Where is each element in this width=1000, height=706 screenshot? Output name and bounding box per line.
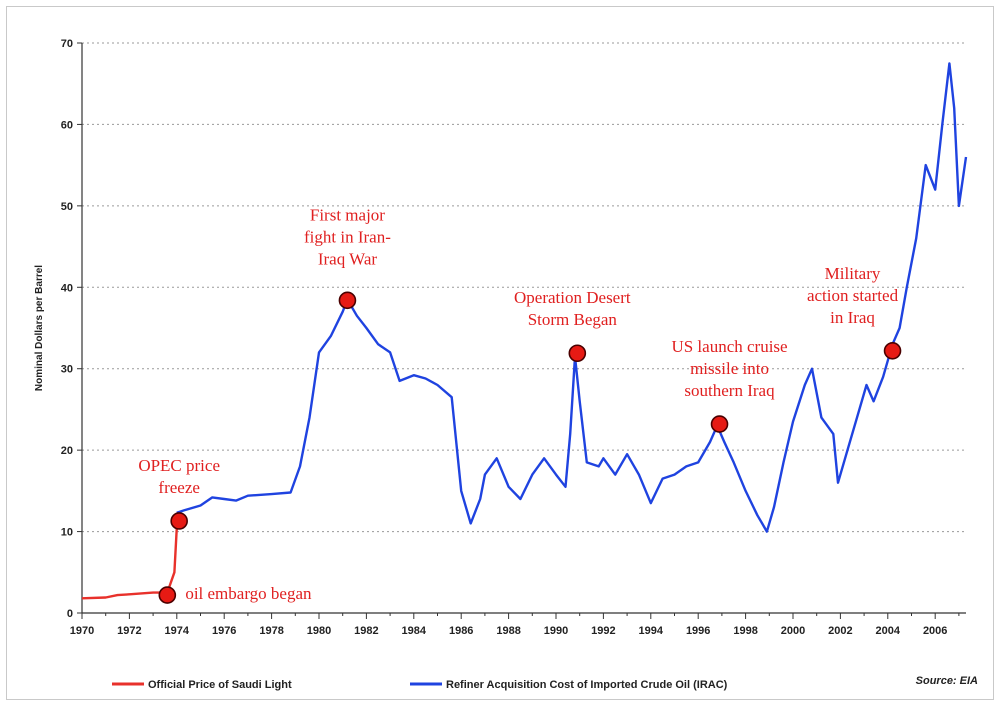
- x-tick-label: 1980: [307, 625, 331, 637]
- x-tick-label: 1972: [117, 625, 141, 637]
- x-tick-label: 1974: [165, 625, 190, 637]
- x-tick-label: 1998: [733, 625, 757, 637]
- y-tick-label: 40: [61, 282, 73, 294]
- x-tick-label: 1982: [354, 625, 378, 637]
- event-marker: [338, 291, 357, 310]
- event-annotation-text: First major: [310, 205, 385, 224]
- event-annotation-text: Military: [825, 264, 881, 283]
- x-tick-label: 1988: [496, 625, 520, 637]
- x-tick-label: 1994: [639, 625, 664, 637]
- event-annotation-text: missile into: [690, 359, 769, 378]
- event-annotation-text: freeze: [158, 478, 200, 497]
- y-axis-label: Nominal Dollars per Barrel: [34, 265, 45, 391]
- event-marker: [568, 344, 587, 363]
- x-tick-label: 2006: [923, 625, 947, 637]
- annotation-layer: oil embargo began OPEC price freeze First m…: [138, 205, 902, 604]
- event-marker: [710, 415, 729, 433]
- x-tick-label: 2002: [828, 625, 852, 637]
- x-tick-label: 1996: [686, 625, 710, 637]
- y-tick-label: 70: [61, 38, 73, 50]
- event-annotation-text: Operation Desert: [514, 288, 631, 307]
- legend-label: Official Price of Saudi Light: [148, 679, 292, 691]
- grid-layer: [82, 42, 966, 533]
- x-tick-label: 1984: [402, 625, 427, 637]
- x-tick-label: 1986: [449, 625, 473, 637]
- event-annotation-text: Iraq War: [318, 249, 378, 268]
- event-annotation-text: OPEC price: [138, 456, 220, 475]
- x-tick-label: 1990: [544, 625, 568, 637]
- event-annotation-text: US launch cruise: [671, 337, 787, 356]
- event-annotation-text: in Iraq: [830, 308, 875, 327]
- x-tick-label: 2004: [876, 625, 901, 637]
- y-tick-label: 0: [67, 608, 73, 620]
- y-tick-label: 30: [61, 364, 73, 376]
- series-layer: [81, 62, 968, 600]
- event-annotation-text: fight in Iran-: [304, 227, 391, 246]
- event-annotation-text: southern Iraq: [684, 381, 775, 400]
- event-marker: [170, 512, 188, 530]
- series-line-saudi-light: [81, 518, 180, 600]
- event-annotation-text: action started: [807, 286, 899, 305]
- event-marker: [883, 341, 902, 360]
- y-tick-label: 50: [61, 201, 73, 213]
- x-tick-label: 1992: [591, 625, 615, 637]
- event-annotation-text: Storm Began: [528, 310, 618, 329]
- y-tick-label: 20: [61, 445, 73, 457]
- x-tick-label: 2000: [781, 625, 805, 637]
- axis-layer: 0 10 20 30 40 50 60 70 1970 1972 1974 1976 1978 1980 1…: [34, 38, 966, 637]
- series-line-irac: [176, 62, 968, 533]
- x-tick-label: 1976: [212, 625, 236, 637]
- legend-label: Refiner Acquisition Cost of Imported Cru…: [446, 679, 728, 691]
- event-marker: [158, 586, 177, 604]
- event-annotation-text: oil embargo began: [185, 584, 312, 603]
- y-tick-label: 60: [61, 119, 73, 131]
- legend-layer: Official Price of Saudi Light Refiner Acq…: [112, 675, 978, 691]
- x-tick-label: 1978: [259, 625, 283, 637]
- source-note: Source: EIA: [916, 675, 978, 687]
- y-tick-label: 10: [61, 527, 73, 539]
- x-tick-label: 1970: [70, 625, 94, 637]
